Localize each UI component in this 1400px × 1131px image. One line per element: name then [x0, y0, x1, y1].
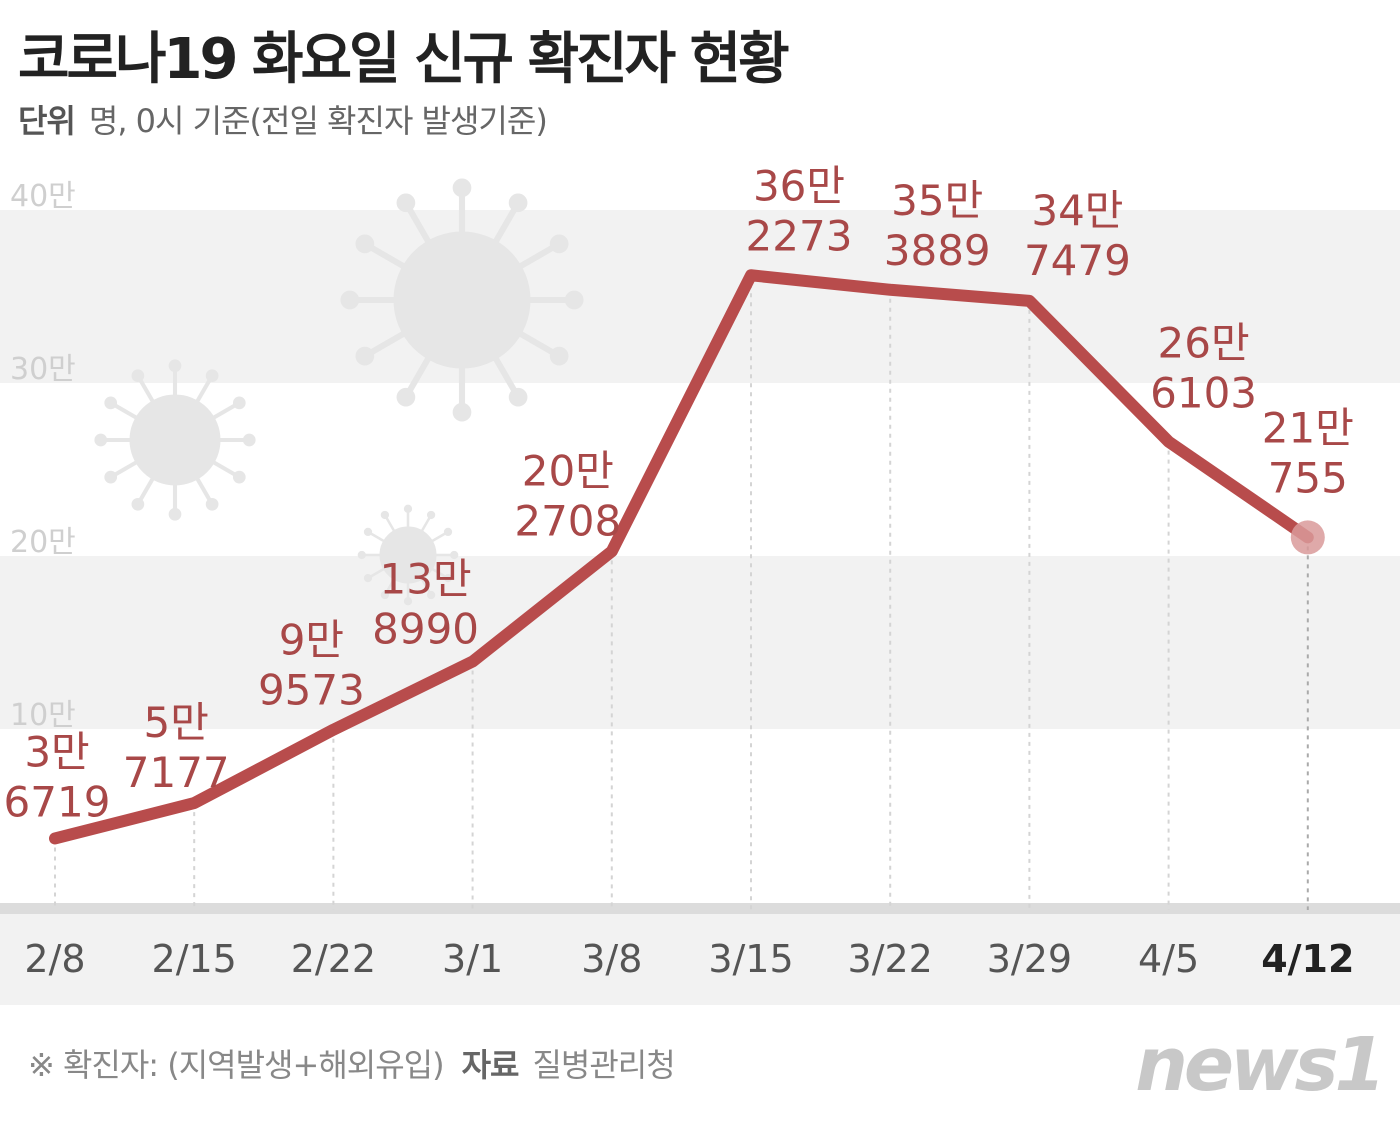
x-tick-label: 2/15 — [152, 937, 237, 981]
x-tick-label: 2/8 — [24, 937, 85, 981]
virus-spike-tip — [94, 433, 108, 447]
virus-spike-tip — [131, 497, 145, 511]
x-tick-label: 4/5 — [1138, 937, 1199, 981]
unit-note: 단위 명, 0시 기준(전일 확진자 발생기준) — [18, 96, 548, 142]
y-tick-label: 20만 — [10, 525, 76, 560]
y-tick-label: 10만 — [10, 698, 76, 733]
data-label-top: 5만 — [144, 698, 209, 747]
data-label-bottom: 7177 — [123, 748, 230, 797]
virus-spike-tip — [131, 369, 145, 383]
band — [0, 556, 1400, 729]
data-label-bottom: 8990 — [372, 605, 479, 654]
virus-spike-tip — [242, 433, 256, 447]
data-label-top: 20만 — [522, 446, 614, 495]
y-tick-label: 40만 — [10, 179, 76, 214]
virus-spike-tip — [452, 402, 472, 422]
data-label-bottom: 2273 — [746, 211, 853, 260]
x-tick-label: 4/12 — [1261, 937, 1354, 981]
virus-spike-tip — [564, 290, 584, 310]
virus-spike-tip — [205, 369, 219, 383]
chart-title: 코로나19 화요일 신규 확진자 현황 — [18, 27, 790, 92]
virus-spike-tip — [363, 573, 373, 583]
virus-spike-tip — [232, 470, 246, 484]
series-line — [49, 269, 1314, 845]
virus-spike-tip — [508, 387, 528, 407]
highlight-point — [1290, 520, 1325, 555]
data-label-top: 26만 — [1158, 319, 1250, 368]
data-label-top: 3만 — [24, 727, 89, 776]
data-label-top: 21만 — [1262, 403, 1354, 452]
virus-spike-tip — [355, 346, 375, 366]
y-tick-label: 30만 — [10, 352, 76, 387]
x-tick-label: 3/29 — [987, 937, 1072, 981]
footnote: ※ 확진자: (지역발생+해외유입) — [28, 1046, 445, 1084]
virus-spike-tip — [340, 290, 360, 310]
virus-spike-tip — [104, 470, 118, 484]
data-label-top: 36만 — [753, 161, 845, 210]
virus-spike-tip — [508, 193, 528, 213]
virus-spike-tip — [426, 590, 436, 600]
baseline — [0, 903, 1400, 914]
data-label-bottom: 2708 — [514, 496, 621, 545]
virus-spike-tip — [396, 193, 416, 213]
data-label-bottom: 7479 — [1024, 236, 1131, 285]
data-label-bottom: 3889 — [884, 226, 991, 275]
virus-spike-tip — [363, 527, 373, 537]
news1-logo: news1 — [1135, 1022, 1386, 1108]
virus-decoration-icon — [357, 504, 459, 606]
virus-spike-tip — [452, 178, 472, 198]
virus-spike-tip — [403, 504, 413, 513]
x-tick-label: 2/22 — [291, 937, 376, 981]
data-label-bottom: 6719 — [4, 777, 111, 826]
data-label-bottom: 6103 — [1150, 369, 1257, 418]
data-label-top: 34만 — [1031, 186, 1123, 235]
data-label-top: 13만 — [380, 555, 472, 604]
virus-spike-tip — [104, 396, 118, 410]
virus-spike-tip — [443, 527, 453, 537]
band — [0, 210, 1400, 383]
virus-spike-tip — [380, 510, 390, 520]
virus-spike-tip — [232, 396, 246, 410]
virus-spike-tip — [549, 234, 569, 254]
data-label-top: 9만 — [279, 616, 344, 665]
virus-spike-tip — [380, 590, 390, 600]
x-tick-label: 3/22 — [848, 937, 933, 981]
data-label-bottom: 755 — [1268, 453, 1348, 502]
x-tick-label: 3/15 — [708, 937, 793, 981]
source-label: 자료 — [461, 1046, 520, 1084]
virus-decoration-icon — [94, 359, 256, 521]
footer-note: ※ 확진자: (지역발생+해외유입) 자료 질병관리청 — [28, 1040, 676, 1086]
virus-body — [129, 394, 221, 486]
virus-spike-tip — [168, 359, 182, 373]
virus-spike-tip — [403, 597, 413, 606]
virus-spike-tip — [450, 550, 459, 560]
virus-decoration-icon — [340, 178, 584, 422]
virus-spike-tip — [355, 234, 375, 254]
x-tick-label: 3/8 — [581, 937, 642, 981]
virus-spike-tip — [426, 510, 436, 520]
x-axis-band — [0, 905, 1400, 1005]
virus-spike-tip — [443, 573, 453, 583]
virus-spike-tip — [549, 346, 569, 366]
virus-spike-tip — [396, 387, 416, 407]
data-label-top: 35만 — [891, 176, 983, 225]
unit-text: 명, 0시 기준(전일 확진자 발생기준) — [88, 102, 548, 140]
virus-spike-tip — [357, 550, 366, 560]
virus-spike-tip — [205, 497, 219, 511]
unit-label: 단위 — [18, 102, 76, 140]
source: 질병관리청 — [532, 1046, 675, 1084]
virus-body — [393, 231, 531, 369]
data-label-bottom: 9573 — [258, 666, 365, 715]
virus-spike-tip — [168, 507, 182, 521]
x-tick-label: 3/1 — [442, 937, 503, 981]
